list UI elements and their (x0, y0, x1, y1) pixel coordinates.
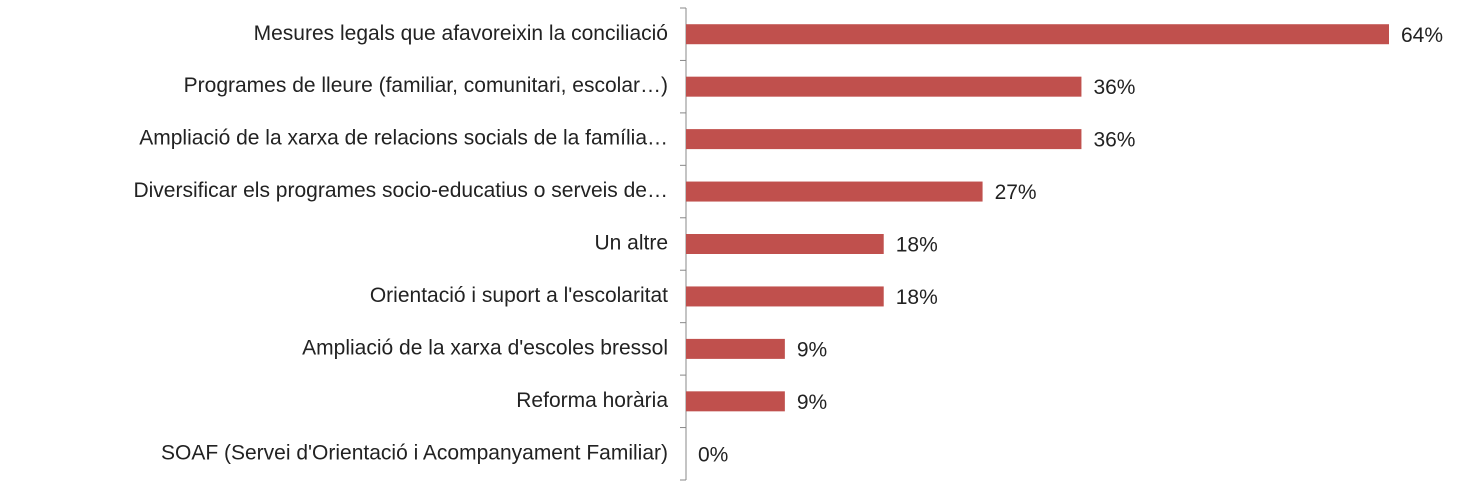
bar (686, 234, 884, 254)
y-tick-label: Mesures legals que afavoreixin la concil… (254, 22, 668, 45)
bar (686, 391, 785, 412)
bar (686, 24, 1389, 45)
y-tick-label: Programes de lleure (familiar, comunitar… (184, 74, 668, 97)
data-label: 18% (896, 234, 938, 257)
data-label: 64% (1401, 24, 1443, 47)
bar (686, 181, 983, 202)
data-label: 36% (1093, 76, 1135, 99)
y-tick-label: Ampliació de la xarxa d'escoles bressol (302, 336, 668, 359)
bar (686, 76, 1082, 97)
bar (686, 286, 884, 307)
bar (686, 129, 1082, 150)
y-tick-label: Reforma horària (516, 389, 668, 412)
y-tick-label: SOAF (Servei d'Orientació i Acompanyamen… (161, 441, 668, 464)
data-label: 0% (698, 443, 728, 466)
y-tick-label: Ampliació de la xarxa de relacions socia… (139, 127, 668, 150)
data-label: 27% (995, 181, 1037, 204)
y-tick-label: Orientació i suport a l'escolaritat (370, 284, 668, 307)
y-tick-label: Diversificar els programes socio-educati… (133, 179, 668, 202)
bar (686, 338, 785, 359)
data-label: 18% (896, 286, 938, 309)
y-tick-label: Un altre (594, 232, 668, 255)
data-label: 36% (1093, 129, 1135, 152)
data-label: 9% (797, 391, 827, 414)
data-label: 9% (797, 338, 827, 361)
